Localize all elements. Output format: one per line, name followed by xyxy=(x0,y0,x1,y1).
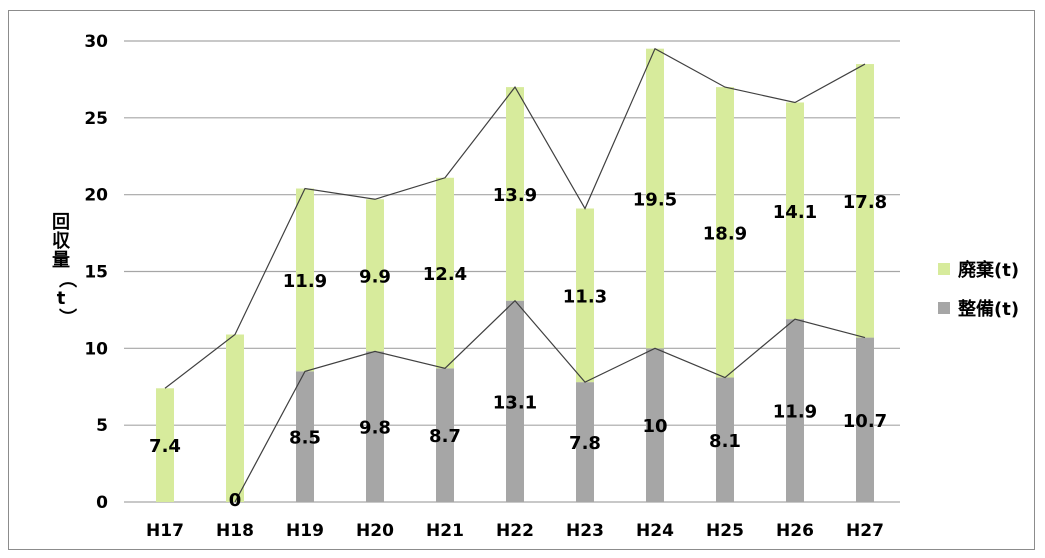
total-series-line xyxy=(164,47,866,389)
bar-segment-seibi xyxy=(716,377,734,502)
bar-segment-haiki xyxy=(646,48,664,349)
legend-seibi-label: 整備(t) xyxy=(957,298,1019,320)
x-tick-label: H18 xyxy=(216,521,254,541)
data-label-haiki: 18.9 xyxy=(703,223,747,244)
bar-segment-haiki xyxy=(576,208,594,383)
x-tick-label: H17 xyxy=(146,521,184,541)
y-axis-label-char: 収 xyxy=(52,231,71,252)
y-tick-label: 20 xyxy=(84,186,108,206)
data-label-seibi: 8.1 xyxy=(709,431,741,452)
data-label-haiki: 7.4 xyxy=(149,436,181,457)
bar-segment-seibi xyxy=(786,319,804,502)
data-label-haiki: 14.1 xyxy=(773,202,817,223)
legend-haiki-swatch xyxy=(938,263,950,275)
bar-segment-haiki xyxy=(296,188,314,372)
data-label-haiki: 17.8 xyxy=(843,192,887,213)
data-label-seibi: 8.7 xyxy=(429,426,461,447)
data-label-haiki: 12.4 xyxy=(423,264,467,285)
data-label-seibi: 9.8 xyxy=(359,418,391,439)
legend-haiki-label: 廃棄(t) xyxy=(958,259,1019,281)
seibi-series-line xyxy=(234,299,866,503)
x-tick-label: H25 xyxy=(706,521,744,541)
data-label-seibi: 10 xyxy=(642,416,667,437)
bar-segment-haiki xyxy=(856,64,874,338)
bar-segment-haiki xyxy=(436,177,454,369)
data-label-seibi: 13.1 xyxy=(493,392,537,413)
y-tick-label: 10 xyxy=(84,339,108,359)
y-axis-label-char: （ xyxy=(56,270,77,288)
bar-segment-haiki xyxy=(716,87,734,378)
data-label-seibi: 7.8 xyxy=(569,433,601,454)
data-label-seibi: 10.7 xyxy=(843,411,887,432)
data-label-haiki: 11.9 xyxy=(283,271,327,292)
bar-segment-seibi xyxy=(366,351,384,502)
x-tick-label: H26 xyxy=(776,521,814,541)
y-tick-label: 15 xyxy=(84,263,108,283)
x-tick-label: H23 xyxy=(566,521,604,541)
x-tick-label: H21 xyxy=(426,521,464,541)
legend-seibi-swatch xyxy=(938,302,950,314)
data-label-haiki: 13.9 xyxy=(493,185,537,206)
bar-segment-seibi xyxy=(296,371,314,502)
y-tick-label: 0 xyxy=(96,493,108,513)
x-tick-label: H22 xyxy=(496,521,534,541)
x-tick-label: H27 xyxy=(846,521,884,541)
data-label-seibi: 0 xyxy=(229,490,242,511)
data-label-seibi: 8.5 xyxy=(289,428,321,449)
x-tick-label: H19 xyxy=(286,521,324,541)
bar-segment-seibi xyxy=(646,348,664,502)
data-label-haiki: 19.5 xyxy=(633,190,677,211)
data-label-seibi: 11.9 xyxy=(773,402,817,423)
data-label-haiki: 9.9 xyxy=(359,266,391,287)
bar-segment-seibi xyxy=(436,368,454,502)
y-axis-label-char: 量 xyxy=(52,249,70,271)
bar-segment-haiki xyxy=(156,388,174,502)
y-axis-label-char: t xyxy=(57,288,66,309)
bar-segment-haiki xyxy=(366,199,384,352)
y-axis-label-char: 回 xyxy=(52,212,70,233)
x-tick-label: H24 xyxy=(636,521,674,541)
y-tick-label: 30 xyxy=(84,32,108,52)
data-label-haiki: 11.3 xyxy=(563,286,607,307)
bar-segment-seibi xyxy=(856,337,874,502)
bar-segment-haiki xyxy=(506,87,524,301)
bar-segment-haiki xyxy=(226,334,244,502)
y-tick-label: 5 xyxy=(96,416,108,436)
bar-segment-haiki xyxy=(786,102,804,320)
bar-segment-seibi xyxy=(576,382,594,502)
bar-segment-seibi xyxy=(506,300,524,502)
x-tick-label: H20 xyxy=(356,521,394,541)
y-axis-label-char: ） xyxy=(56,308,77,326)
y-tick-label: 25 xyxy=(84,109,108,129)
